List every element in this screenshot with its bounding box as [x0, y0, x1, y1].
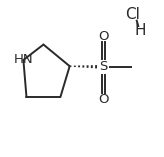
- Text: O: O: [98, 30, 109, 43]
- Text: HN: HN: [13, 54, 33, 67]
- Text: H: H: [134, 23, 146, 38]
- Text: S: S: [99, 60, 108, 73]
- Text: Cl: Cl: [125, 7, 140, 22]
- Text: O: O: [98, 93, 109, 106]
